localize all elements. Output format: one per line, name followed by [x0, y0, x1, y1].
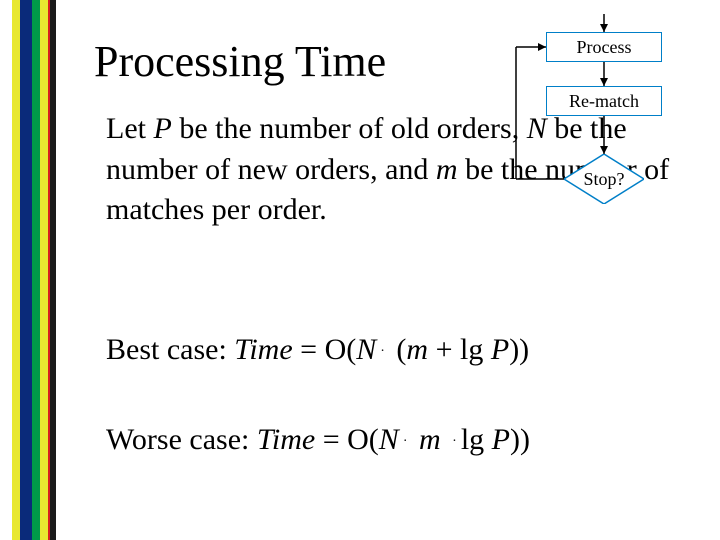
sidebar-stripe [12, 0, 20, 540]
flowchart: Process Re-match Stop? [496, 10, 672, 230]
rematch-box-label: Re-match [569, 91, 639, 112]
var-P: P [491, 333, 509, 366]
var-m: m [406, 333, 428, 366]
decision-diamond: Stop? [564, 154, 644, 204]
sidebar-stripe [50, 0, 56, 540]
text-span: be the number of old orders, [172, 112, 527, 145]
eq-open: = O( [293, 333, 357, 366]
dot-op: · [448, 434, 461, 449]
time-var: Time [257, 423, 315, 456]
var-m: m [411, 423, 448, 456]
var-N: N [356, 333, 376, 366]
text-span: Let [106, 112, 153, 145]
sidebar-stripe [20, 0, 32, 540]
sidebar-stripe [40, 0, 48, 540]
sidebar-stripe [32, 0, 40, 540]
plus-lg: + lg [428, 333, 491, 366]
best-case-label: Best case: [106, 333, 234, 366]
slide-content: Processing Time Let P be the number of o… [70, 0, 700, 540]
worse-case-label: Worse case: [106, 423, 257, 456]
process-box: Process [546, 32, 662, 62]
var-N: N [379, 423, 399, 456]
var-P: P [492, 423, 510, 456]
page-title: Processing Time [94, 36, 386, 87]
lg: lg [461, 423, 492, 456]
decorative-sidebar [0, 0, 56, 540]
var-span: m [436, 153, 458, 186]
diamond-label: Stop? [564, 154, 644, 204]
time-var: Time [234, 333, 292, 366]
close-paren: )) [509, 333, 529, 366]
best-case-line: Best case: Time = O(N· (m + lg P)) [106, 330, 681, 371]
open-paren: ( [389, 333, 407, 366]
dot-op: · [376, 344, 389, 359]
var-span: P [153, 112, 171, 145]
worse-case-line: Worse case: Time = O(N· m ·lg P)) [106, 420, 681, 461]
eq-open: = O( [315, 423, 379, 456]
dot-op: · [399, 434, 412, 449]
rematch-box: Re-match [546, 86, 662, 116]
close-paren: )) [510, 423, 530, 456]
process-box-label: Process [577, 37, 632, 58]
